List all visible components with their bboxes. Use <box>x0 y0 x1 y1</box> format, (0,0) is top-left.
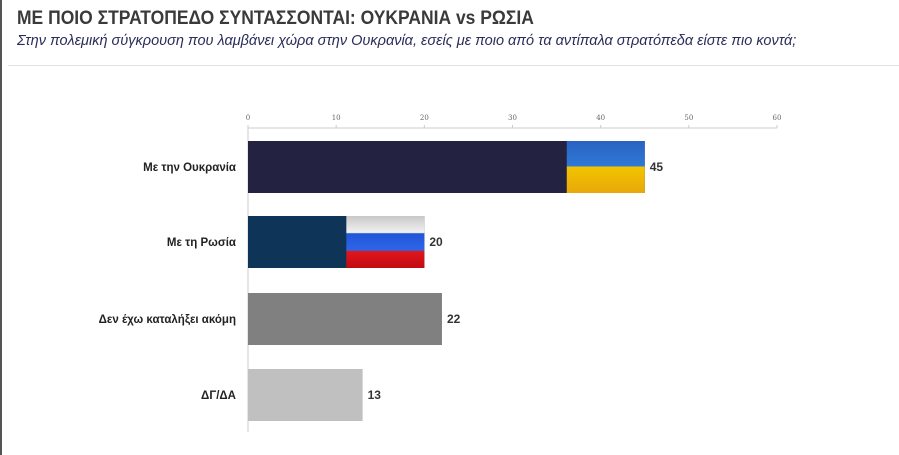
category-label: Με την Ουκρανία <box>143 162 236 174</box>
bar-2 <box>248 293 442 345</box>
page-title: ΜΕ ΠΟΙΟ ΣΤΡΑΤΟΠΕΔΟ ΣΥΝΤΑΣΣΟΝΤΑΙ: ΟΥΚΡΑΝΙ… <box>17 8 534 29</box>
category-label: Με τη Ρωσία <box>167 237 236 249</box>
x-tick-label: 20 <box>420 114 429 122</box>
value-label: 45 <box>650 160 664 174</box>
x-tick-label: 10 <box>332 114 341 122</box>
x-tick-label: 60 <box>773 114 782 122</box>
ukraine-flag-icon <box>566 141 645 193</box>
x-tick-label: 30 <box>508 114 517 122</box>
value-label: 13 <box>368 388 382 402</box>
value-label: 22 <box>447 312 461 326</box>
page-subtitle: Στην πολεμική σύγκρουση που λαμβάνει χώρ… <box>17 33 797 49</box>
header-divider <box>8 65 899 66</box>
x-tick-label: 50 <box>684 114 693 122</box>
value-label: 20 <box>429 235 443 249</box>
x-tick-label: 0 <box>246 114 250 122</box>
category-label: ΔΓ/ΔΑ <box>201 390 236 402</box>
left-edge <box>0 0 2 455</box>
x-tick-label: 40 <box>596 114 605 122</box>
bar-3 <box>248 369 363 421</box>
category-label: Δεν έχω καταλήξει ακόμη <box>99 314 236 326</box>
russia-flag-icon <box>346 216 425 268</box>
